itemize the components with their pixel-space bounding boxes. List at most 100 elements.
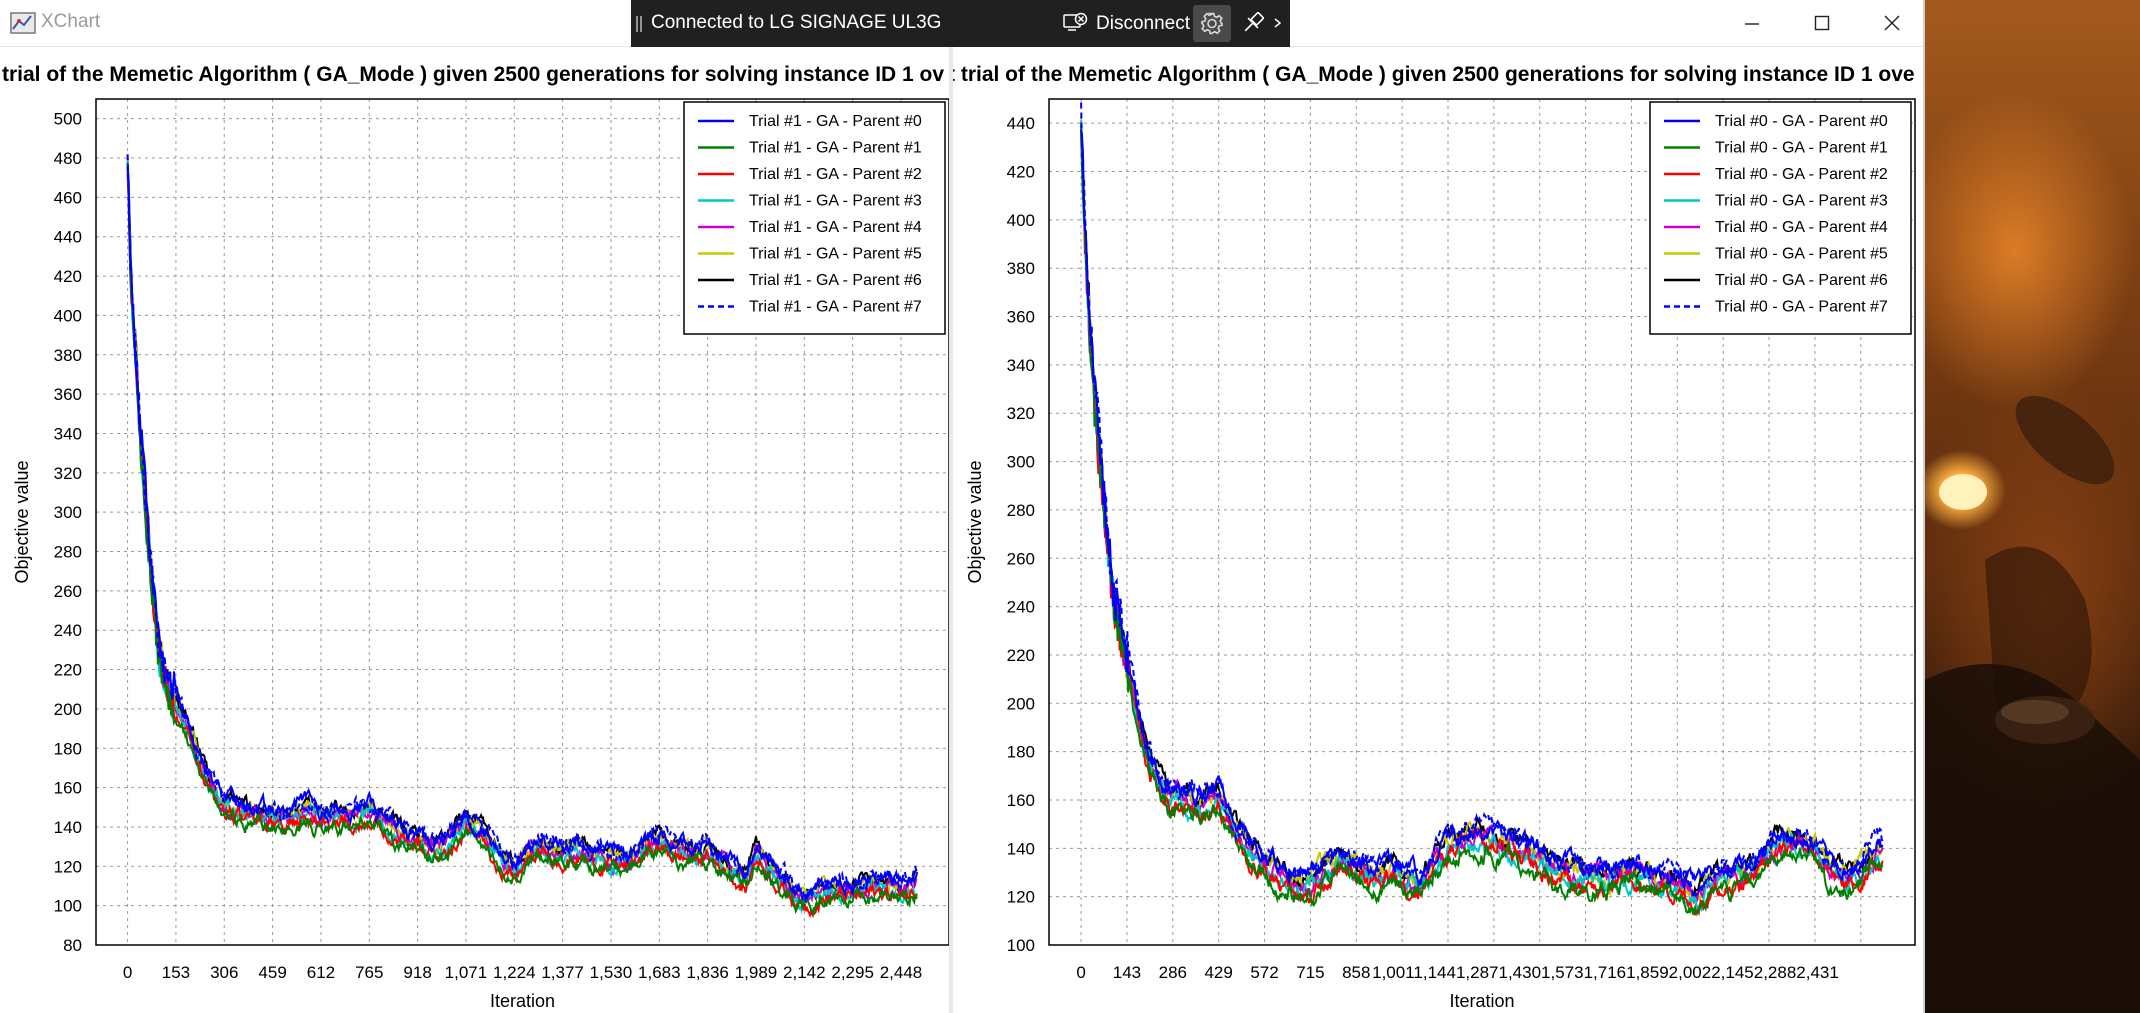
- disconnect-label: Disconnect: [1096, 13, 1190, 34]
- legend-box: [683, 101, 946, 335]
- y-tick-label: 240: [1007, 598, 1035, 617]
- legend-label: Trial #0 - GA - Parent #4: [1715, 219, 1888, 236]
- y-tick-label: 440: [1007, 114, 1035, 133]
- chart-title: t trial of the Memetic Algorithm ( GA_Mo…: [953, 63, 1915, 86]
- chart-legend: Trial #1 - GA - Parent #0 Trial #1 - GA -…: [683, 101, 946, 335]
- wallpaper-art: [1925, 395, 2140, 1013]
- grip-icon[interactable]: [635, 15, 643, 33]
- y-tick-label: 160: [54, 779, 82, 798]
- x-tick-label: 1,530: [590, 963, 633, 982]
- legend-label: Trial #0 - GA - Parent #5: [1715, 246, 1888, 263]
- x-tick-label: 429: [1204, 963, 1232, 982]
- y-tick-label: 360: [1007, 308, 1035, 327]
- legend-label: Trial #1 - GA - Parent #6: [749, 272, 922, 289]
- y-tick-label: 300: [1007, 453, 1035, 472]
- y-tick-label: 220: [1007, 646, 1035, 665]
- settings-button[interactable]: [1193, 5, 1231, 42]
- y-tick-label: 480: [54, 149, 82, 168]
- y-tick-label: 260: [1007, 549, 1035, 568]
- chart-title: trial of the Memetic Algorithm ( GA_Mode…: [2, 63, 944, 86]
- y-tick-label: 160: [1007, 791, 1035, 810]
- series-group: [1080, 102, 1884, 917]
- x-axis-label: Iteration: [1449, 991, 1514, 1011]
- expand-button[interactable]: [1270, 10, 1286, 36]
- x-tick-label: 0: [1076, 963, 1085, 982]
- y-tick-label: 380: [54, 346, 82, 365]
- y-tick-label: 380: [1007, 259, 1035, 278]
- chart-legend: Trial #0 - GA - Parent #0 Trial #0 - GA -…: [1649, 101, 1912, 335]
- window-border: [1923, 0, 1925, 1013]
- x-tick-label: 765: [355, 963, 383, 982]
- y-tick-label: 260: [54, 582, 82, 601]
- plot-frame: [1048, 98, 1916, 946]
- x-tick-label: 1,0011,1441,2871,4301,5731,7161,8592,002…: [1372, 963, 1839, 982]
- panel-divider[interactable]: [949, 47, 953, 1013]
- series-line-parent-1: [126, 162, 918, 918]
- disconnect-button[interactable]: Disconnect: [1054, 6, 1214, 40]
- chart-trial-1: trial of the Memetic Algorithm ( GA_Mode…: [2, 63, 949, 1011]
- y-axis-label: Objective value: [965, 460, 985, 583]
- legend-label: Trial #1 - GA - Parent #2: [749, 166, 922, 183]
- x-tick-label: 1,377: [541, 963, 584, 982]
- y-tick-label: 300: [54, 503, 82, 522]
- y-tick-label: 80: [63, 936, 82, 955]
- x-tick-label: 2,142: [783, 963, 826, 982]
- y-tick-label: 200: [1007, 694, 1035, 713]
- y-tick-label: 140: [54, 818, 82, 837]
- x-tick-label: 143: [1113, 963, 1141, 982]
- series-line-parent-0: [126, 166, 919, 903]
- legend-label: Trial #0 - GA - Parent #1: [1715, 140, 1888, 157]
- y-tick-label: 100: [1007, 936, 1035, 955]
- legend-label: Trial #1 - GA - Parent #5: [749, 246, 922, 263]
- legend-label: Trial #0 - GA - Parent #6: [1715, 272, 1888, 289]
- y-tick-label: 120: [54, 857, 82, 876]
- y-tick-label: 340: [54, 424, 82, 443]
- y-tick-label: 320: [54, 464, 82, 483]
- window-title: XChart: [41, 11, 101, 32]
- x-tick-label: 858: [1342, 963, 1370, 982]
- y-tick-label: 360: [54, 385, 82, 404]
- desktop-wallpaper: [1925, 0, 2140, 1013]
- y-tick-label: 280: [1007, 501, 1035, 520]
- chart-trial-0: t trial of the Memetic Algorithm ( GA_Mo…: [953, 63, 1916, 1011]
- maximize-button[interactable]: [1787, 0, 1857, 46]
- x-tick-label: 572: [1250, 963, 1278, 982]
- legend-label: Trial #1 - GA - Parent #0: [749, 113, 922, 130]
- y-tick-label: 420: [54, 267, 82, 286]
- maximize-icon: [1814, 15, 1830, 31]
- legend-label: Trial #0 - GA - Parent #7: [1715, 299, 1888, 316]
- x-tick-label: 1,071: [445, 963, 488, 982]
- x-tick-label: 306: [210, 963, 238, 982]
- minimize-button[interactable]: [1717, 0, 1787, 46]
- disconnect-icon: [1063, 12, 1088, 31]
- plot-frame: [95, 98, 949, 946]
- gear-icon: [1201, 12, 1223, 35]
- x-tick-label: 1,683: [638, 963, 681, 982]
- x-tick-label: 1,989: [735, 963, 778, 982]
- y-tick-label: 460: [54, 188, 82, 207]
- connection-status: Connected to LG SIGNAGE UL3G: [651, 12, 942, 33]
- x-tick-label: 0: [123, 963, 132, 982]
- legend-label: Trial #0 - GA - Parent #0: [1715, 113, 1888, 130]
- y-tick-label: 220: [54, 661, 82, 680]
- pin-button[interactable]: [1238, 8, 1268, 38]
- legend-label: Trial #0 - GA - Parent #3: [1715, 193, 1888, 210]
- close-button[interactable]: [1857, 0, 1927, 46]
- x-tick-label: 1,836: [686, 963, 729, 982]
- series-group: [126, 154, 919, 919]
- legend-label: Trial #0 - GA - Parent #2: [1715, 166, 1888, 183]
- x-tick-label: 459: [258, 963, 286, 982]
- remote-connection-bar: Connected to LG SIGNAGE UL3G Disconnect: [631, 0, 1290, 47]
- y-tick-label: 420: [1007, 163, 1035, 182]
- legend-label: Trial #1 - GA - Parent #1: [749, 140, 922, 157]
- y-axis-label: Objective value: [12, 460, 32, 583]
- y-tick-label: 340: [1007, 356, 1035, 375]
- close-icon: [1884, 15, 1900, 31]
- x-tick-label: 2,448: [880, 963, 923, 982]
- legend-label: Trial #1 - GA - Parent #7: [749, 299, 922, 316]
- x-axis-label: Iteration: [490, 991, 555, 1011]
- series-line-parent-7: [1080, 102, 1884, 898]
- y-tick-label: 400: [1007, 211, 1035, 230]
- legend-box: [1649, 101, 1912, 335]
- x-tick-label: 715: [1296, 963, 1324, 982]
